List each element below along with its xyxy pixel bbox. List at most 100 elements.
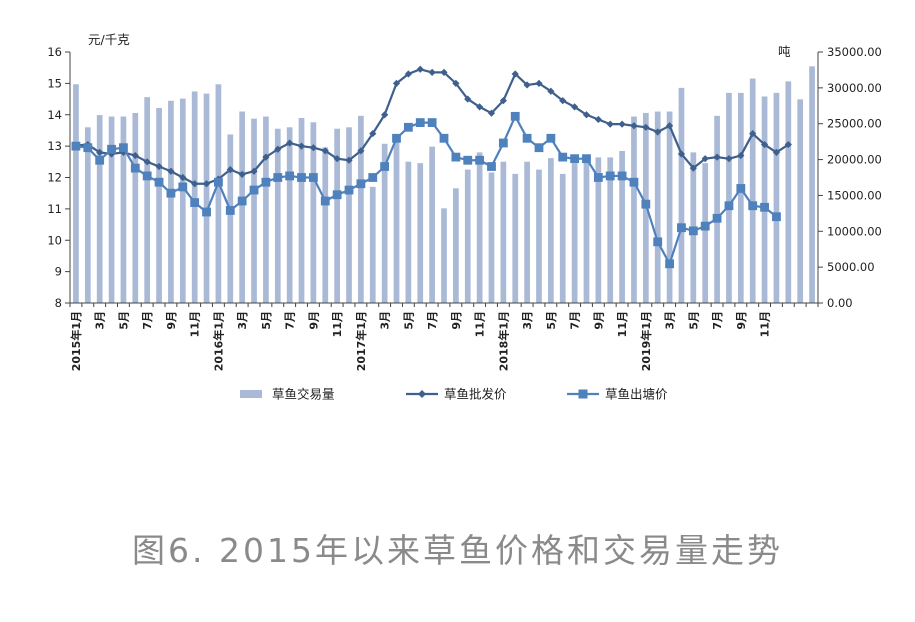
volume-bar xyxy=(334,128,340,303)
volume-bar xyxy=(488,172,495,303)
pond-price-point xyxy=(772,212,781,222)
x-tick-label: 9月 xyxy=(592,311,605,330)
volume-bar xyxy=(286,127,293,303)
x-tick-label: 3月 xyxy=(521,311,534,330)
right-tick-label: 35000.00 xyxy=(827,45,882,59)
volume-bar xyxy=(120,116,127,303)
pond-price-point xyxy=(451,152,461,162)
pond-price-point xyxy=(95,155,105,165)
volume-bar xyxy=(441,208,447,303)
legend-swatch xyxy=(240,390,262,398)
pond-price-point xyxy=(332,190,342,200)
wholesale-price-point xyxy=(297,142,306,150)
left-axis-unit: 元/千克 xyxy=(88,32,130,47)
right-tick-label: 10000.00 xyxy=(827,224,882,238)
x-tick-label: 11月 xyxy=(189,311,202,337)
x-tick-label: 9月 xyxy=(165,311,178,330)
volume-bar xyxy=(203,93,210,303)
pond-price-point xyxy=(308,173,318,182)
volume-bar xyxy=(251,118,257,303)
volume-bar xyxy=(726,92,732,303)
wholesale-price-point xyxy=(107,150,116,158)
pond-price-point xyxy=(142,171,152,181)
left-tick-label: 10 xyxy=(47,233,62,247)
wholesale-price-point xyxy=(333,155,341,163)
pond-price-point xyxy=(380,162,390,171)
volume-bar xyxy=(702,163,709,303)
volume-bar xyxy=(797,99,804,303)
wholesale-price-point xyxy=(689,164,697,172)
wholesale-price-point xyxy=(179,173,187,182)
volume-bar xyxy=(773,92,780,303)
wholesale-price-point xyxy=(535,79,543,87)
volume-bar xyxy=(84,127,91,303)
pond-price-point xyxy=(237,196,247,206)
volume-bar xyxy=(358,115,364,303)
x-tick-label: 3月 xyxy=(379,311,392,330)
pond-price-point xyxy=(392,133,401,143)
volume-bar xyxy=(500,161,507,303)
pond-price-point xyxy=(641,199,651,209)
pond-price-point xyxy=(356,179,366,189)
axes-layer: 8 9 10 11 12 13 14 15 16 0.00 5000.00 10000.00 15000… xyxy=(47,45,882,371)
pond-price-point xyxy=(249,185,259,195)
wholesale-price-point xyxy=(452,79,460,87)
x-tick-label: 5月 xyxy=(545,311,558,330)
volume-bar xyxy=(429,146,435,303)
left-tick-label: 16 xyxy=(47,45,62,59)
volume-bar xyxy=(583,159,590,303)
x-tick-label: 7月 xyxy=(569,311,582,330)
volume-bar xyxy=(785,81,792,304)
pond-price-point xyxy=(273,173,283,182)
pond-price-point xyxy=(154,177,164,187)
pond-price-point xyxy=(107,144,116,154)
x-tick-label: 7月 xyxy=(284,311,297,330)
pond-price-point xyxy=(546,133,556,143)
x-tick-label: 11月 xyxy=(759,311,772,337)
volume-bar xyxy=(132,112,139,304)
pond-price-point xyxy=(225,206,235,215)
volume-bar xyxy=(714,115,720,303)
volume-bar xyxy=(227,134,234,303)
pond-price-point xyxy=(368,173,378,182)
left-tick-label: 11 xyxy=(47,202,62,216)
wholesale-price-point xyxy=(155,162,163,171)
wholesale-price-point xyxy=(440,68,448,76)
wholesale-price-point xyxy=(416,65,424,73)
volume-bar xyxy=(559,173,566,303)
pond-price-point xyxy=(83,143,93,153)
pond-price-point xyxy=(475,155,485,165)
volume-bar xyxy=(191,91,198,303)
x-tick-label: 2016年1月 xyxy=(211,311,225,371)
pond-price-point xyxy=(463,155,473,165)
pond-price-point xyxy=(166,188,176,198)
pond-price-point xyxy=(427,118,437,127)
pond-price-point xyxy=(130,163,140,173)
pond-price-point xyxy=(71,141,81,151)
lines-layer xyxy=(71,65,792,269)
wholesale-price-point xyxy=(309,144,317,152)
wholesale-price-point xyxy=(523,81,531,89)
wholesale-price-point xyxy=(357,147,365,155)
x-tick-label: 9月 xyxy=(735,311,748,330)
wholesale-price-point xyxy=(630,122,638,130)
wholesale-price-point xyxy=(238,170,246,178)
volume-bar xyxy=(179,98,186,303)
pond-price-point xyxy=(534,143,544,153)
pond-price-point xyxy=(736,184,746,193)
volume-bar xyxy=(631,116,637,303)
wholesale-price-point xyxy=(499,97,507,105)
x-tick-label: 2017年1月 xyxy=(354,311,368,371)
pond-price-point xyxy=(700,221,710,231)
x-tick-label: 5月 xyxy=(260,311,273,330)
x-tick-label: 3月 xyxy=(94,311,107,330)
volume-bar xyxy=(263,116,269,303)
legend-label: 草鱼出塘价 xyxy=(605,387,668,402)
x-tick-label: 2015年1月 xyxy=(69,311,83,371)
volume-bar xyxy=(654,111,661,304)
wholesale-price-point xyxy=(487,109,496,117)
volume-bar xyxy=(595,157,602,303)
pond-price-point xyxy=(605,171,615,181)
pond-price-point xyxy=(760,202,769,212)
pond-price-point xyxy=(285,171,295,181)
